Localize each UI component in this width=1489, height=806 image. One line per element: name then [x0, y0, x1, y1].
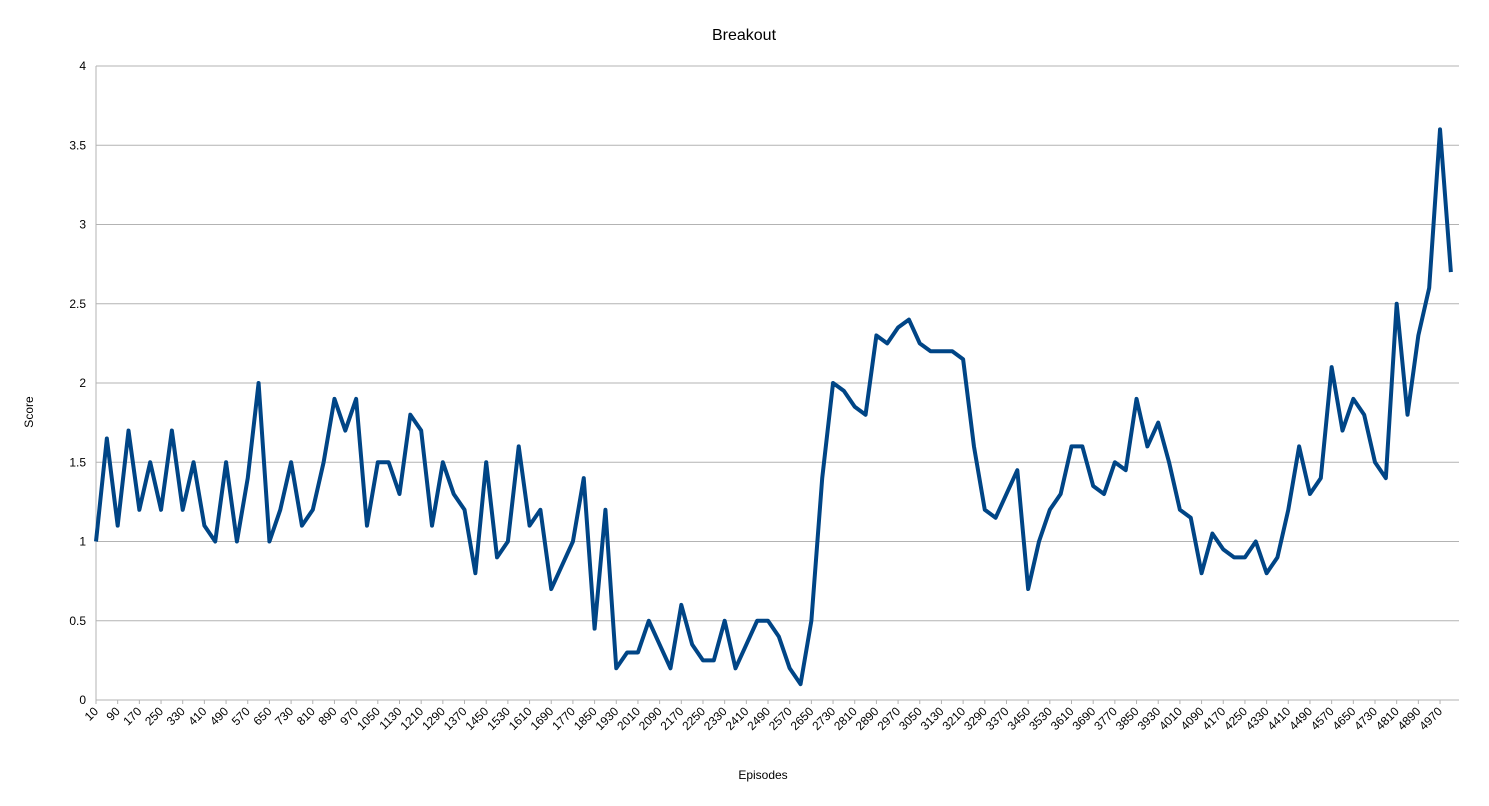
data-line: [94, 127, 1453, 687]
y-tick-label: 3.5: [69, 138, 86, 152]
x-tick-label: 2170: [658, 704, 687, 733]
x-tick-label: 1450: [463, 704, 492, 733]
x-tick-label: 1130: [376, 704, 404, 732]
x-tick-label: 570: [229, 704, 253, 728]
x-axis-label: Episodes: [738, 768, 787, 782]
x-tick-label: 170: [120, 704, 144, 728]
x-tick-label: 4010: [1156, 704, 1185, 733]
x-tick-label: 1050: [354, 704, 383, 733]
y-tick-label: 2: [79, 376, 86, 390]
x-tick-label: 250: [142, 704, 166, 728]
x-tick-label: 3050: [896, 704, 925, 733]
x-tick-label: 1850: [571, 704, 600, 733]
x-tick-label: 3530: [1026, 704, 1055, 733]
y-tick-label: 2.5: [69, 297, 86, 311]
x-tick-label: 4410: [1265, 704, 1294, 733]
x-tick-label: 2090: [636, 704, 665, 733]
x-tick-label: 4730: [1351, 704, 1380, 733]
y-tick-label: 4: [79, 59, 86, 73]
x-tick-label: 330: [164, 704, 188, 728]
x-tick-label: 490: [207, 704, 231, 728]
x-tick-label: 1530: [484, 704, 513, 733]
x-tick-label: 2570: [766, 704, 795, 733]
x-tick-label: 3290: [961, 704, 990, 733]
y-tick-label: 1: [79, 535, 86, 549]
x-tick-label: 2490: [744, 704, 773, 733]
x-tick-label: 4090: [1178, 704, 1207, 733]
x-tick-label: 1290: [419, 704, 448, 733]
x-tick-label: 3850: [1113, 704, 1142, 733]
x-tick-label: 2890: [853, 704, 882, 733]
y-tick-label: 0.5: [69, 614, 86, 628]
x-tick-label: 4250: [1221, 704, 1250, 733]
x-tick-label: 890: [316, 704, 340, 728]
y-tick-label: 0: [79, 693, 86, 707]
x-tick-label: 3930: [1135, 704, 1164, 733]
x-tick-label: 3770: [1091, 704, 1120, 733]
x-tick-label: 2410: [723, 704, 752, 733]
x-tick-label: 4570: [1308, 704, 1337, 733]
y-tick-label: 3: [79, 218, 86, 232]
y-tick-label: 1.5: [69, 455, 86, 469]
x-tick-label: 1210: [398, 704, 427, 733]
x-tick-label: 3450: [1004, 704, 1033, 733]
x-tick-label: 90: [103, 704, 123, 724]
x-tick-label: 730: [272, 704, 296, 728]
x-tick-label: 4810: [1373, 704, 1402, 733]
x-tick-label: 2970: [874, 704, 903, 733]
x-tick-label: 2330: [701, 704, 730, 733]
x-tick-label: 810: [294, 704, 318, 728]
x-tick-label: 2010: [614, 704, 643, 733]
x-tick-label: 3610: [1048, 704, 1077, 733]
x-tick-label: 4890: [1395, 704, 1424, 733]
y-axis-label: Score: [22, 396, 36, 428]
x-tick-label: 2810: [831, 704, 860, 733]
x-tick-label: 410: [185, 704, 209, 728]
x-tick-label: 3210: [939, 704, 968, 733]
x-tick-label: 1930: [593, 704, 622, 733]
x-tick-label: 4970: [1416, 704, 1445, 733]
x-tick-label: 1370: [441, 704, 470, 733]
x-tick-label: 1770: [549, 704, 578, 733]
x-tick-label: 4650: [1330, 704, 1359, 733]
x-tick-label: 3690: [1070, 704, 1099, 733]
x-tick-label: 2730: [809, 704, 838, 733]
x-tick-label: 2250: [679, 704, 708, 733]
x-tick-label: 2650: [788, 704, 817, 733]
x-tick-label: 3130: [918, 704, 947, 733]
x-tick-label: 4490: [1286, 704, 1315, 733]
x-tick-label: 1610: [506, 704, 535, 733]
x-tick-label: 3370: [983, 704, 1012, 733]
x-tick-label: 4330: [1243, 704, 1272, 733]
x-tick-label: 4170: [1200, 704, 1229, 733]
chart-title: Breakout: [712, 27, 777, 44]
x-tick-label: 650: [250, 704, 274, 728]
x-tick-label: 1690: [528, 704, 557, 733]
